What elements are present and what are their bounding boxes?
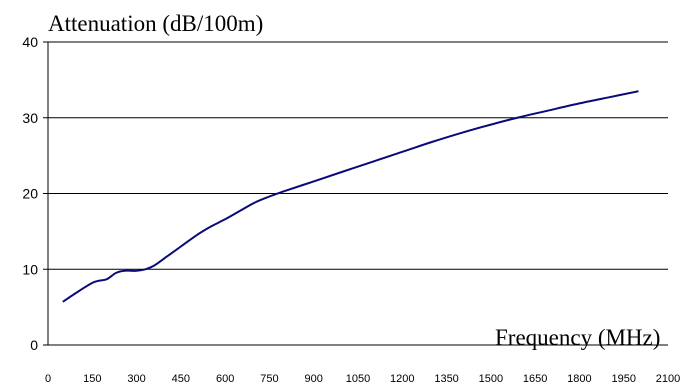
y-tick-label: 40 bbox=[22, 34, 38, 50]
grid-layer bbox=[48, 41, 668, 270]
y-tick-label: 30 bbox=[22, 110, 38, 126]
x-tick-label: 900 bbox=[305, 373, 323, 385]
x-tick-label: 0 bbox=[45, 373, 51, 385]
x-tick-label: 1650 bbox=[523, 373, 547, 385]
x-tick-label: 750 bbox=[260, 373, 278, 385]
x-tick-label: 450 bbox=[172, 373, 190, 385]
label-layer: Attenuation (dB/100m) Frequency (MHz) 0 1… bbox=[22, 11, 680, 385]
x-tick-label: 2100 bbox=[656, 373, 680, 385]
series-layer bbox=[62, 90, 639, 303]
x-tick-label: 1350 bbox=[434, 373, 458, 385]
x-tick-label: 1200 bbox=[390, 373, 414, 385]
x-tick-label: 1800 bbox=[567, 373, 591, 385]
x-tick-label: 1500 bbox=[479, 373, 503, 385]
x-tick-label: 150 bbox=[83, 373, 101, 385]
axis-layer bbox=[43, 41, 668, 346]
x-axis-title: Frequency (MHz) bbox=[495, 325, 660, 350]
x-tick-label: 1050 bbox=[346, 373, 370, 385]
y-tick-label: 20 bbox=[22, 186, 38, 202]
x-tick-label: 1950 bbox=[611, 373, 635, 385]
series-line-0 bbox=[62, 90, 639, 303]
y-tick-label: 0 bbox=[30, 337, 38, 353]
y-tick-label: 10 bbox=[22, 261, 38, 277]
x-tick-label: 300 bbox=[127, 373, 145, 385]
y-axis-title: Attenuation (dB/100m) bbox=[48, 11, 263, 36]
x-tick-label: 600 bbox=[216, 373, 234, 385]
